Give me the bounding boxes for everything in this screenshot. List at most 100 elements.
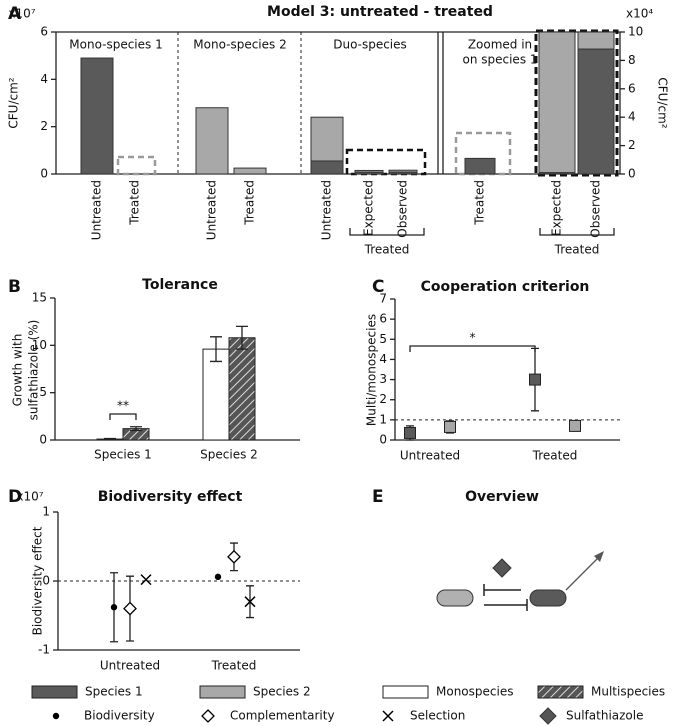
y-axis-label: Biodiversity effect: [31, 526, 45, 635]
y-tick-label: 1: [42, 505, 50, 519]
chart-title: Biodiversity effect: [98, 489, 243, 505]
x-tick-label: Untreated: [320, 180, 334, 240]
point: [110, 604, 118, 611]
group-label: Duo-species: [333, 38, 407, 52]
significance-label: **: [117, 399, 129, 413]
x-tick-label: Treated: [128, 180, 142, 226]
bar-segment: [310, 160, 344, 175]
error-bar: [104, 437, 116, 441]
y-tick-label: 0: [42, 574, 50, 588]
inhibition: [483, 584, 521, 596]
point: [569, 419, 581, 432]
chart-title: Cooperation criterion: [421, 279, 590, 295]
legend-label: Selection: [410, 709, 465, 723]
x-tick-label: Expected: [362, 180, 376, 236]
significance-label: *: [470, 331, 476, 345]
growth-arrow-head: [594, 551, 604, 562]
x-tick-label: Treated: [243, 180, 257, 226]
bar-segment: [577, 48, 615, 175]
legend-label: Species 2: [253, 685, 311, 699]
group-label: on species 1: [462, 53, 537, 67]
bar-segment: [195, 107, 229, 175]
bar-segment: [354, 169, 384, 173]
x-tick-label: Expected: [550, 180, 564, 236]
y-tick-label: 7: [379, 292, 387, 306]
bar-segment: [577, 31, 615, 50]
bar-segment: [464, 157, 496, 175]
panel-letter: A: [8, 4, 22, 24]
significance-bracket: [409, 345, 536, 352]
panel-letter: D: [8, 487, 22, 507]
legend-label: Multispecies: [591, 685, 665, 699]
y2-axis-label: CFU/cm²: [656, 77, 670, 128]
species-2-cell: [436, 589, 474, 607]
y-tick-label: 4: [40, 72, 48, 86]
y2-tick-label: 4: [628, 110, 636, 124]
y-tick-label: 2: [379, 392, 387, 406]
x-tick-label: Observed: [396, 180, 410, 238]
legend-swatch: [199, 685, 246, 699]
bar-segment: [538, 31, 576, 174]
legend-swatch: [31, 685, 78, 699]
y2-tick-label: 6: [628, 81, 636, 95]
x-tick-label: Treated: [473, 180, 487, 226]
axis-multiplier: x10⁴: [626, 7, 653, 21]
y2-tick-label: 10: [628, 25, 643, 39]
bar-segment: [233, 167, 267, 175]
y-tick-label: 15: [32, 291, 47, 305]
bar-segment: [310, 116, 344, 162]
legend-label: Complementarity: [230, 709, 335, 723]
x-tick-label: Species 2: [200, 448, 258, 462]
species-1-cell: [529, 589, 567, 607]
panel-letter: C: [372, 277, 384, 297]
sulfathiazole-icon: [492, 558, 512, 578]
legend-marker: [539, 707, 557, 725]
axis-multiplier: x10⁷: [16, 490, 43, 504]
legend-marker: [52, 712, 60, 720]
y-tick-label: 0: [40, 167, 48, 181]
legend-marker: [382, 710, 394, 722]
point: [244, 596, 256, 608]
y2-tick-label: 0: [628, 167, 636, 181]
point: [529, 373, 541, 386]
zoom-box: [345, 148, 427, 176]
bracket: [349, 228, 425, 236]
y-tick-label: 5: [379, 332, 387, 346]
point: [444, 420, 456, 433]
y-tick-label: 4: [379, 352, 387, 366]
error-bar: [210, 336, 222, 363]
y-tick-label: 3: [379, 372, 387, 386]
y-tick-label: -1: [38, 643, 50, 657]
bracket: [539, 228, 615, 236]
y2-tick-label: 2: [628, 138, 636, 152]
group-label: Zoomed in: [468, 38, 532, 52]
x-tick-label: Untreated: [100, 659, 160, 673]
x-tick-label: Untreated: [90, 180, 104, 240]
chart-title: Tolerance: [142, 277, 218, 293]
y-tick-label: 1: [379, 412, 387, 426]
point: [123, 601, 137, 616]
bar: [202, 348, 230, 441]
x-tick-label: Treated: [532, 449, 578, 463]
x-tick-label: Observed: [589, 180, 603, 238]
significance-bracket: [109, 413, 137, 420]
bracket-label: Treated: [364, 243, 410, 257]
growth-arrow: [565, 555, 601, 591]
point: [404, 426, 416, 439]
legend-label: Species 1: [85, 685, 143, 699]
x-tick-label: Untreated: [400, 449, 460, 463]
panel-title: Overview: [465, 489, 539, 505]
y-tick-label: 0: [379, 433, 387, 447]
zoom-box: [534, 29, 619, 177]
y-tick-label: 10: [32, 338, 47, 352]
bar-segment: [80, 57, 114, 175]
error-bar: [130, 426, 142, 432]
group-label: Mono-species 2: [193, 38, 286, 52]
x-tick-label: Untreated: [205, 180, 219, 240]
x-tick-label: Species 1: [94, 448, 152, 462]
point: [227, 549, 241, 564]
panel-letter: E: [372, 487, 384, 507]
y-tick-label: 2: [40, 119, 48, 133]
panel-letter: B: [8, 277, 21, 297]
